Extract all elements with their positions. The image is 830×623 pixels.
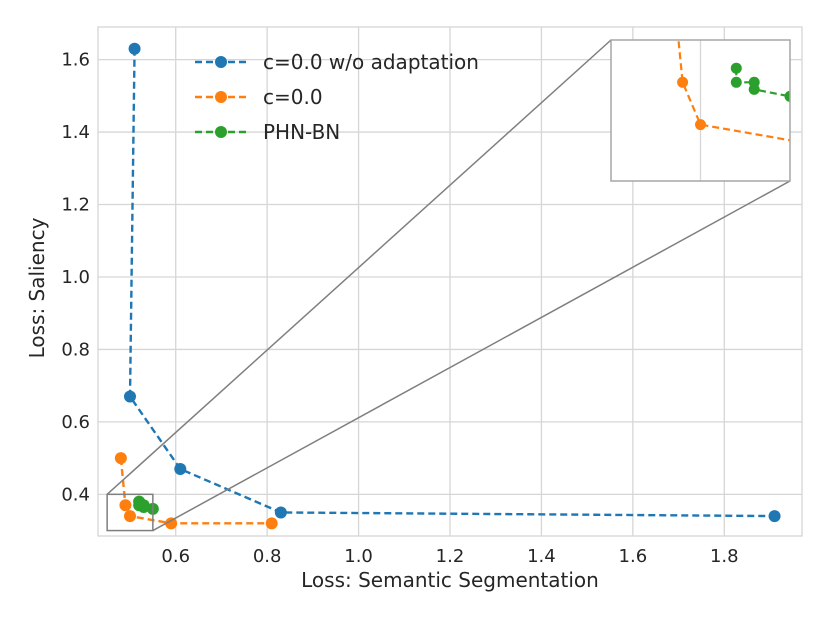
legend-label: PHN-BN [263, 120, 340, 144]
inset-data-point [695, 119, 706, 131]
data-point [137, 501, 150, 514]
series-line [128, 48, 775, 518]
data-point [265, 517, 278, 530]
y-tick-label: 0.4 [61, 484, 90, 505]
zoom-connector [106, 39, 612, 495]
x-tick-label: 1.2 [436, 546, 465, 567]
x-tick-label: 0.6 [161, 546, 190, 567]
x-tick-label: 0.8 [253, 546, 282, 567]
zoom-region-box [106, 493, 154, 532]
zoom-indicator [106, 39, 791, 532]
x-axis-label: Loss: Semantic Segmentation [301, 568, 599, 592]
series-2 [133, 495, 159, 515]
series-0 [124, 42, 781, 523]
legend: c=0.0 w/o adaptation c=0.0 PHN-BN [195, 50, 479, 144]
data-point [124, 510, 136, 523]
y-tick-label: 0.6 [61, 412, 90, 433]
x-tick-label: 1.0 [344, 546, 373, 567]
inset-plot [610, 39, 791, 182]
y-tick-label: 1.6 [61, 50, 90, 71]
inset-data-point [730, 62, 742, 74]
data-point [768, 510, 781, 523]
legend-label: c=0.0 [263, 85, 323, 109]
data-point [114, 452, 127, 465]
y-tick-label: 1.2 [61, 195, 90, 216]
legend-marker [215, 91, 227, 103]
y-tick-label: 1.0 [61, 267, 90, 288]
legend-entry: PHN-BN [195, 120, 340, 144]
y-tick-label: 1.4 [61, 122, 90, 143]
data-point [124, 390, 136, 403]
tick-labels: 0.6 0.8 1.0 1.2 1.4 1.6 1.8 0.4 0.6 0.8 1.0 1.2 1.4 1… [61, 50, 738, 567]
inset-data-point [784, 90, 790, 102]
plot-frame [97, 26, 803, 537]
series-1 [114, 452, 278, 530]
y-axis-label: Loss: Saliency [25, 217, 49, 358]
inset-frame [610, 39, 791, 182]
legend-entry: c=0.0 [195, 85, 323, 109]
legend-marker [215, 126, 227, 138]
inset-content [677, 40, 790, 181]
x-tick-label: 1.6 [619, 546, 648, 567]
data-point [274, 506, 287, 519]
zoom-connector [152, 180, 791, 532]
y-tick-label: 0.8 [61, 339, 90, 360]
x-tick-label: 1.4 [527, 546, 556, 567]
x-tick-label: 1.8 [710, 546, 739, 567]
data-point [174, 462, 187, 475]
inset-data-point [730, 76, 742, 88]
series-layer [114, 42, 781, 530]
legend-label: c=0.0 w/o adaptation [263, 50, 479, 74]
data-point [165, 517, 178, 530]
data-point [119, 499, 132, 512]
legend-entry: c=0.0 w/o adaptation [195, 50, 479, 74]
data-point [128, 42, 141, 55]
inset-data-point [748, 83, 760, 95]
legend-marker [215, 56, 227, 68]
inset-data-point [677, 76, 689, 88]
